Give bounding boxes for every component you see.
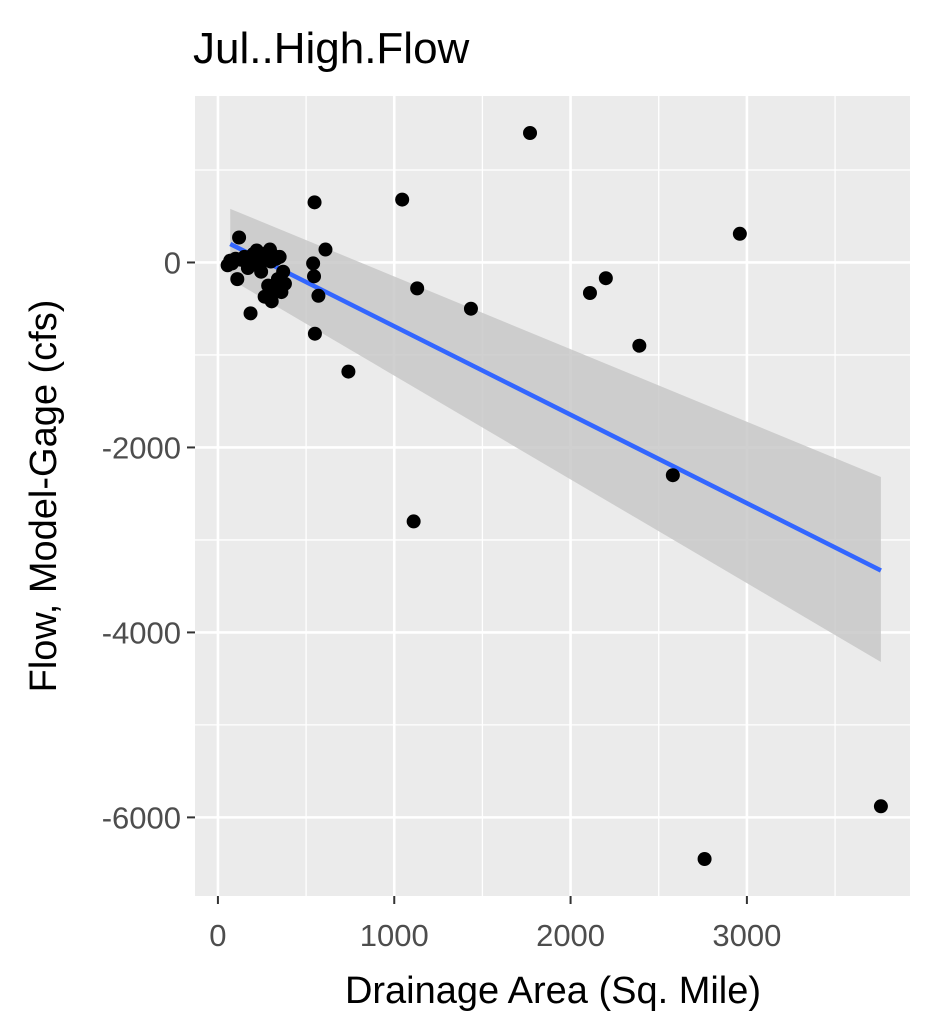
chart-title: Jul..High.Flow bbox=[193, 24, 470, 73]
data-point bbox=[264, 294, 279, 309]
data-point bbox=[523, 125, 538, 140]
trend-line-layer bbox=[229, 241, 882, 573]
y-tick-label: 0 bbox=[164, 245, 181, 280]
data-point bbox=[306, 256, 321, 271]
confidence-band-layer bbox=[230, 208, 881, 663]
data-point bbox=[307, 195, 322, 210]
data-point bbox=[410, 281, 425, 296]
data-point bbox=[582, 285, 597, 300]
x-tick-label: 3000 bbox=[712, 918, 781, 953]
data-point bbox=[311, 288, 326, 303]
data-point bbox=[230, 272, 245, 287]
data-point bbox=[665, 468, 680, 483]
confidence-band bbox=[230, 208, 881, 663]
data-point bbox=[276, 264, 291, 279]
x-tick-label: 2000 bbox=[536, 918, 605, 953]
data-point bbox=[732, 226, 747, 241]
data-point bbox=[318, 242, 333, 257]
y-tick-label: -4000 bbox=[102, 615, 181, 650]
data-point bbox=[873, 799, 888, 814]
data-point bbox=[598, 271, 613, 286]
data-point bbox=[697, 852, 712, 867]
y-tick-label: -6000 bbox=[102, 800, 181, 835]
data-point bbox=[395, 192, 410, 207]
y-tick-label: -2000 bbox=[102, 430, 181, 465]
data-point bbox=[272, 249, 287, 264]
x-tick-label: 1000 bbox=[360, 918, 429, 953]
data-point bbox=[406, 514, 421, 529]
data-points bbox=[220, 125, 888, 867]
data-point bbox=[277, 276, 292, 291]
data-point bbox=[232, 230, 247, 245]
x-axis-title: Drainage Area (Sq. Mile) bbox=[345, 970, 761, 1012]
trend-line bbox=[229, 241, 882, 573]
axis-ticks: 0 1000 2000 3000 0 -2000 -4000 -6000 bbox=[102, 245, 782, 953]
data-point bbox=[632, 338, 647, 353]
data-point bbox=[307, 326, 322, 341]
y-axis-title: Flow, Model-Gage (cfs) bbox=[23, 300, 65, 693]
data-point bbox=[254, 264, 269, 279]
data-point bbox=[243, 306, 258, 321]
data-point bbox=[341, 364, 356, 379]
x-tick-label: 0 bbox=[209, 918, 226, 953]
data-point bbox=[463, 301, 478, 316]
data-point bbox=[307, 269, 322, 284]
